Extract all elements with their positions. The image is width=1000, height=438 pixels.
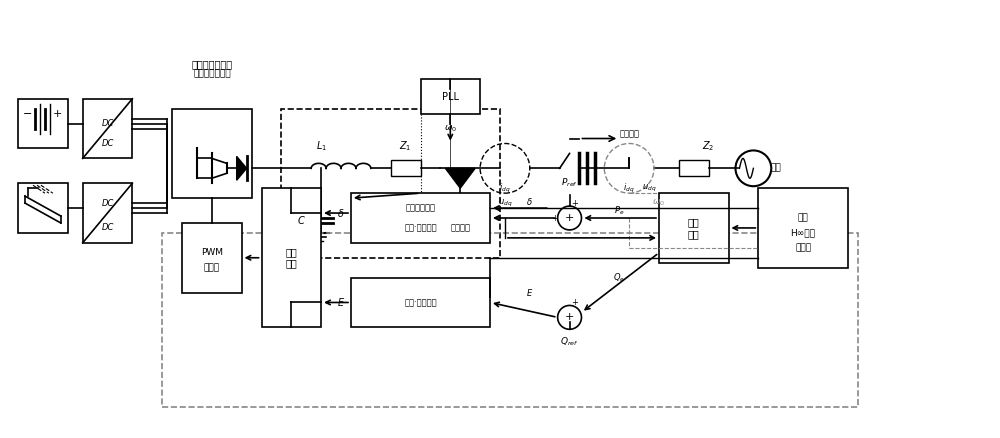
Text: 本地负荷: 本地负荷 xyxy=(450,223,470,233)
FancyBboxPatch shape xyxy=(421,79,480,114)
Text: 虚拟同步发电机: 虚拟同步发电机 xyxy=(191,59,232,69)
Text: $\omega_0$: $\omega_0$ xyxy=(652,198,666,208)
FancyBboxPatch shape xyxy=(83,183,132,243)
Text: DC: DC xyxy=(101,223,114,233)
Text: +: + xyxy=(565,312,574,322)
FancyBboxPatch shape xyxy=(182,223,242,293)
Text: $P_e$: $P_e$ xyxy=(614,205,624,217)
Text: DC: DC xyxy=(101,198,114,208)
Text: $u_{dq}$: $u_{dq}$ xyxy=(642,183,656,194)
Text: 有功·频率控制: 有功·频率控制 xyxy=(404,223,437,233)
Text: 电压
合成: 电压 合成 xyxy=(285,247,297,268)
Text: DC: DC xyxy=(101,119,114,128)
FancyBboxPatch shape xyxy=(679,160,709,176)
Text: $\delta$: $\delta$ xyxy=(337,207,345,219)
FancyBboxPatch shape xyxy=(262,188,321,327)
Text: $L_1$: $L_1$ xyxy=(316,140,327,153)
Text: 发生器: 发生器 xyxy=(204,263,220,272)
Text: $Z_2$: $Z_2$ xyxy=(702,140,715,153)
Text: $P_{ref}$: $P_{ref}$ xyxy=(561,177,578,190)
Text: PLL: PLL xyxy=(442,92,459,102)
Text: $C$: $C$ xyxy=(297,215,306,226)
Text: 功率
计算: 功率 计算 xyxy=(688,217,700,239)
Text: +: + xyxy=(551,213,558,223)
Text: 并网节点: 并网节点 xyxy=(619,129,639,138)
Polygon shape xyxy=(445,168,475,188)
Text: +: + xyxy=(53,109,63,119)
Text: +: + xyxy=(571,198,578,208)
Text: 带虚拟惯量的: 带虚拟惯量的 xyxy=(406,204,436,212)
Text: 控制器: 控制器 xyxy=(795,244,811,252)
Text: 无功·电压控制: 无功·电压控制 xyxy=(404,298,437,307)
FancyBboxPatch shape xyxy=(659,193,729,263)
Text: $Q_e$: $Q_e$ xyxy=(613,272,625,284)
Text: 鲁棒: 鲁棒 xyxy=(798,213,808,223)
FancyBboxPatch shape xyxy=(351,193,490,243)
Text: 电网: 电网 xyxy=(771,164,782,173)
Polygon shape xyxy=(237,156,247,180)
Text: +: + xyxy=(565,213,574,223)
Text: $i_{dq}$: $i_{dq}$ xyxy=(499,182,511,195)
Text: DC: DC xyxy=(101,139,114,148)
FancyBboxPatch shape xyxy=(391,160,421,176)
Text: +: + xyxy=(571,298,578,307)
Text: $E$: $E$ xyxy=(526,287,533,298)
FancyBboxPatch shape xyxy=(18,183,68,233)
FancyBboxPatch shape xyxy=(172,109,252,198)
Text: $E$: $E$ xyxy=(337,297,345,308)
Text: 虚拟同步发电机: 虚拟同步发电机 xyxy=(193,70,231,78)
Text: $Z_1$: $Z_1$ xyxy=(399,140,412,153)
FancyBboxPatch shape xyxy=(351,278,490,327)
FancyBboxPatch shape xyxy=(18,99,68,148)
Text: $u_{dq}$: $u_{dq}$ xyxy=(498,198,512,208)
Text: $i_{dq}$: $i_{dq}$ xyxy=(623,182,635,195)
Text: $\omega_0$: $\omega_0$ xyxy=(444,124,457,134)
Text: PWM: PWM xyxy=(201,248,223,257)
FancyBboxPatch shape xyxy=(758,188,848,268)
Text: $\delta$: $\delta$ xyxy=(526,196,533,207)
Text: $Q_{ref}$: $Q_{ref}$ xyxy=(560,336,579,349)
FancyBboxPatch shape xyxy=(83,99,132,159)
Text: H∞反馈: H∞反馈 xyxy=(791,228,816,237)
Text: −: − xyxy=(23,109,33,119)
